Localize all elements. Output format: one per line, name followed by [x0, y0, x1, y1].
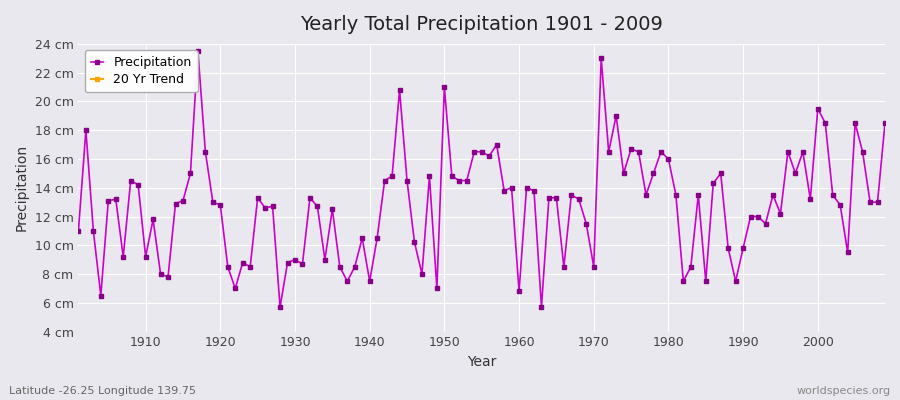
Precipitation — [356, 236, 367, 240]
Title: Yearly Total Precipitation 1901 - 2009: Yearly Total Precipitation 1901 - 2009 — [301, 15, 663, 34]
Precipitation — [312, 204, 323, 209]
Line: Precipitation: Precipitation — [76, 49, 886, 309]
Precipitation — [73, 228, 84, 233]
Y-axis label: Precipitation: Precipitation — [15, 144, 29, 231]
Precipitation — [879, 121, 890, 126]
Precipitation — [528, 188, 539, 193]
Precipitation — [618, 171, 629, 176]
Precipitation — [521, 185, 532, 190]
X-axis label: Year: Year — [467, 355, 497, 369]
Precipitation — [133, 182, 144, 187]
Precipitation — [274, 305, 285, 310]
Precipitation — [193, 49, 203, 54]
Text: Latitude -26.25 Longitude 139.75: Latitude -26.25 Longitude 139.75 — [9, 386, 196, 396]
Legend: Precipitation, 20 Yr Trend: Precipitation, 20 Yr Trend — [85, 50, 198, 92]
Text: worldspecies.org: worldspecies.org — [796, 386, 891, 396]
